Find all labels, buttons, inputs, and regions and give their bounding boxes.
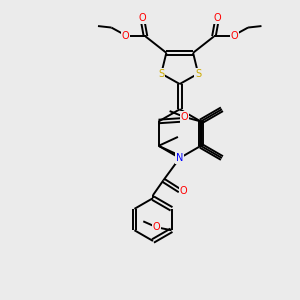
Text: N: N [176,153,183,163]
Text: S: S [158,69,164,79]
Text: O: O [213,13,221,23]
Text: O: O [153,222,160,232]
Text: S: S [182,115,188,125]
Text: O: O [179,186,187,196]
Text: O: O [139,13,146,23]
Text: S: S [195,69,201,79]
Text: O: O [230,32,238,41]
Text: O: O [181,112,188,122]
Text: O: O [122,32,129,41]
